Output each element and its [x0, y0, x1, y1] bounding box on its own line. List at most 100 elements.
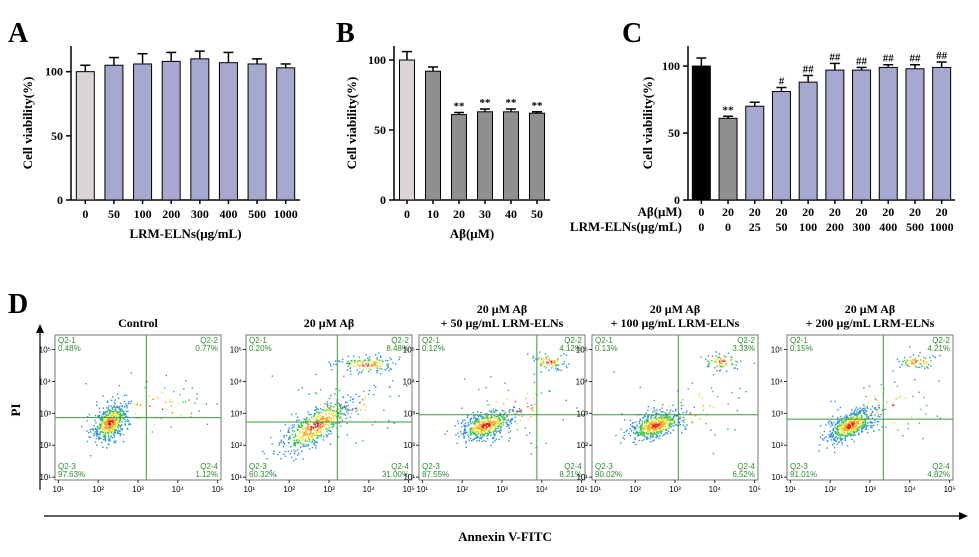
flow-event-dot — [95, 437, 98, 440]
flow-event-dot — [679, 416, 681, 418]
flow-event-dot — [324, 418, 326, 420]
flow-event-dot — [707, 360, 709, 362]
flow-event-dot — [99, 434, 101, 436]
flow-event-dot — [830, 434, 832, 436]
bar — [75, 71, 95, 201]
flow-event-dot — [642, 417, 644, 419]
flow-event-dot — [863, 412, 865, 415]
flow-event-dot — [129, 423, 132, 426]
flow-event-dot — [487, 434, 489, 437]
flow-event-dot — [376, 371, 378, 374]
flow-event-dot — [646, 438, 648, 441]
flow-event-dot — [341, 419, 344, 421]
flow-event-dot — [379, 367, 381, 370]
flow-event-dot — [846, 430, 849, 432]
flow-event-dot — [327, 410, 330, 412]
flow-event-dot — [834, 426, 836, 429]
flow-event-dot — [120, 432, 122, 435]
flow-event-dot — [92, 429, 95, 431]
flow-event-dot — [672, 417, 675, 419]
flow-event-dot — [518, 410, 521, 413]
flow-event-dot — [341, 418, 343, 420]
flow-event-dot — [332, 411, 334, 414]
flow-event-dot — [492, 431, 495, 433]
flow-event-dot — [873, 430, 875, 432]
flow-event-dot — [303, 427, 306, 429]
flow-event-dot — [365, 395, 367, 397]
flow-event-dot — [114, 442, 117, 444]
flow-event-dot — [280, 439, 283, 441]
flow-event-dot — [112, 418, 115, 421]
flow-event-dot — [566, 366, 568, 369]
flow-event-dot — [482, 422, 484, 425]
flow-event-dot — [108, 409, 111, 412]
quadrant-name-q2-2: Q2-2 — [391, 336, 409, 345]
flow-event-dot — [139, 404, 142, 406]
flow-event-dot — [92, 428, 94, 430]
flow-event-dot — [576, 407, 578, 409]
flow-event-dot — [639, 429, 642, 431]
flow-event-dot — [647, 433, 649, 435]
flow-event-dot — [347, 394, 349, 396]
flow-event-dot — [86, 440, 89, 443]
flow-event-dot — [477, 415, 480, 418]
flow-event-dot — [665, 421, 668, 423]
flow-event-dot — [102, 413, 104, 415]
flow-event-dot — [726, 370, 728, 372]
flow-event-dot — [328, 397, 331, 400]
flow-event-dot — [642, 428, 645, 430]
flow-event-dot — [341, 361, 344, 363]
flow-event-dot — [122, 440, 125, 443]
flow-event-dot — [317, 428, 320, 430]
flow-event-dot — [669, 409, 672, 411]
flow-event-dot — [859, 412, 861, 414]
flow-event-dot — [845, 428, 847, 431]
flow-event-dot — [347, 360, 349, 363]
flow-event-dot — [111, 417, 113, 420]
flow-event-dot — [693, 406, 695, 409]
flow-event-dot — [118, 432, 120, 435]
flow-event-dot — [328, 361, 330, 363]
flow-event-dot — [895, 398, 897, 400]
flow-event-dot — [850, 419, 852, 422]
flow-event-dot — [690, 418, 692, 421]
flow-event-dot — [301, 387, 304, 389]
flow-event-dot — [303, 443, 305, 446]
flow-event-dot — [647, 420, 649, 423]
flow-event-dot — [868, 417, 870, 419]
flow-event-dot — [121, 424, 123, 426]
flow-event-dot — [387, 360, 389, 362]
flow-event-dot — [485, 424, 487, 427]
flow-event-dot — [490, 431, 492, 434]
flow-event-dot — [638, 426, 641, 429]
flow-event-dot — [99, 431, 101, 433]
flow-event-dot — [464, 425, 467, 427]
flow-event-dot — [665, 428, 668, 430]
flow-event-dot — [106, 401, 109, 403]
flow-event-dot — [307, 436, 310, 438]
flow-event-dot — [365, 354, 367, 356]
flow-event-dot — [303, 433, 305, 435]
flow-event-dot — [354, 365, 356, 367]
flow-event-dot — [823, 430, 826, 433]
flow-event-dot — [380, 356, 382, 359]
flow-event-dot — [108, 423, 110, 425]
flow-event-dot — [474, 420, 476, 423]
flow-event-dot — [629, 424, 632, 426]
flow-event-dot — [838, 422, 840, 425]
flow-event-dot — [870, 426, 872, 429]
flow-event-dot — [850, 417, 852, 419]
flow-event-dot — [925, 361, 927, 363]
flow-event-dot — [144, 387, 146, 389]
flow-event-dot — [288, 437, 290, 439]
flow-event-dot — [476, 417, 478, 420]
flow-event-dot — [896, 358, 899, 360]
flow-event-dot — [287, 450, 289, 452]
flow-event-dot — [107, 407, 110, 409]
flow-event-dot — [841, 421, 843, 424]
flow-event-dot — [406, 385, 408, 387]
flow-event-dot — [913, 363, 915, 365]
flow-event-dot — [491, 415, 493, 418]
flow-event-dot — [482, 417, 484, 419]
flow-event-dot — [114, 401, 116, 403]
